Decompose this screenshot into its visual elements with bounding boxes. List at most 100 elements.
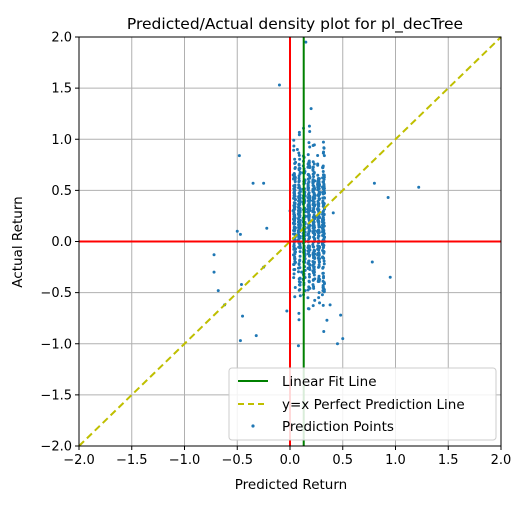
prediction-point bbox=[297, 153, 301, 157]
prediction-point bbox=[265, 226, 269, 230]
prediction-point bbox=[297, 235, 301, 239]
prediction-point bbox=[335, 342, 339, 346]
prediction-point bbox=[312, 254, 316, 258]
prediction-point bbox=[237, 154, 241, 158]
prediction-point bbox=[307, 244, 311, 248]
prediction-point bbox=[318, 197, 322, 201]
prediction-point bbox=[316, 247, 320, 251]
prediction-point bbox=[325, 318, 329, 322]
prediction-point bbox=[322, 191, 326, 195]
prediction-point bbox=[313, 193, 317, 197]
prediction-point bbox=[293, 183, 297, 187]
prediction-point bbox=[321, 286, 325, 290]
prediction-point bbox=[308, 286, 312, 290]
prediction-point bbox=[307, 203, 311, 207]
prediction-point bbox=[309, 107, 313, 111]
legend-perfect-line-label: y=x Perfect Prediction Line bbox=[282, 397, 465, 413]
x-tick-label: 0.5 bbox=[332, 453, 353, 468]
prediction-point bbox=[321, 243, 325, 247]
prediction-point bbox=[312, 162, 316, 166]
prediction-point bbox=[320, 293, 324, 297]
prediction-point bbox=[293, 268, 297, 272]
legend-box bbox=[228, 367, 497, 441]
prediction-point bbox=[312, 184, 316, 188]
prediction-point bbox=[241, 314, 245, 318]
prediction-point bbox=[321, 303, 325, 307]
prediction-point bbox=[297, 162, 301, 166]
prediction-point bbox=[321, 176, 325, 180]
prediction-point bbox=[318, 216, 322, 220]
x-tick-label: −0.5 bbox=[221, 453, 253, 468]
prediction-point bbox=[341, 337, 345, 341]
prediction-point bbox=[297, 176, 301, 180]
legend-points-label: Prediction Points bbox=[282, 419, 394, 435]
prediction-point bbox=[315, 229, 319, 233]
prediction-point bbox=[254, 334, 258, 338]
prediction-point bbox=[317, 296, 321, 300]
prediction-point bbox=[313, 229, 317, 233]
prediction-point bbox=[294, 260, 298, 264]
prediction-point bbox=[297, 229, 301, 233]
chart-title: Predicted/Actual density plot for pl_dec… bbox=[127, 15, 463, 34]
prediction-point bbox=[370, 260, 374, 264]
prediction-point bbox=[321, 212, 325, 216]
prediction-point bbox=[297, 280, 301, 284]
prediction-point bbox=[312, 273, 316, 277]
prediction-point bbox=[293, 188, 297, 192]
prediction-point bbox=[307, 259, 311, 263]
prediction-point bbox=[322, 329, 326, 333]
prediction-point bbox=[296, 266, 300, 270]
prediction-point bbox=[307, 307, 311, 311]
prediction-point bbox=[306, 213, 310, 217]
prediction-point bbox=[312, 235, 316, 239]
prediction-point bbox=[239, 282, 243, 286]
prediction-point bbox=[293, 286, 297, 290]
prediction-point bbox=[321, 165, 325, 169]
prediction-point bbox=[297, 180, 301, 184]
prediction-point bbox=[238, 232, 242, 236]
prediction-point bbox=[277, 83, 281, 87]
prediction-point bbox=[306, 261, 310, 265]
prediction-point bbox=[307, 180, 311, 184]
prediction-point bbox=[298, 203, 302, 207]
prediction-point bbox=[297, 133, 301, 137]
prediction-point bbox=[298, 224, 302, 228]
prediction-point bbox=[292, 206, 296, 210]
prediction-point bbox=[292, 138, 296, 142]
x-tick-label: 2.0 bbox=[491, 453, 512, 468]
prediction-point bbox=[293, 180, 297, 184]
prediction-point bbox=[307, 272, 311, 276]
prediction-point bbox=[306, 172, 310, 176]
prediction-point bbox=[306, 187, 310, 191]
prediction-point bbox=[308, 129, 312, 133]
perfect-prediction-line bbox=[78, 36, 502, 447]
prediction-point bbox=[321, 249, 325, 253]
prediction-point bbox=[322, 290, 326, 294]
prediction-point bbox=[323, 235, 327, 239]
prediction-point bbox=[312, 285, 316, 289]
prediction-point bbox=[292, 272, 296, 276]
prediction-point bbox=[297, 318, 301, 322]
prediction-point bbox=[331, 211, 335, 215]
prediction-point bbox=[292, 144, 296, 148]
prediction-point bbox=[307, 279, 311, 283]
y-tick-label: 2.0 bbox=[51, 31, 72, 46]
prediction-point bbox=[292, 210, 296, 214]
prediction-point bbox=[311, 231, 315, 235]
legend-points-swatch bbox=[251, 424, 255, 428]
prediction-point bbox=[316, 280, 320, 284]
prediction-point bbox=[292, 148, 296, 152]
prediction-point bbox=[321, 265, 325, 269]
prediction-point bbox=[317, 234, 321, 238]
prediction-point bbox=[292, 263, 296, 267]
prediction-point bbox=[311, 269, 315, 273]
x-axis-label: Predicted Return bbox=[235, 477, 347, 493]
prediction-point bbox=[322, 262, 326, 266]
prediction-point bbox=[322, 203, 326, 207]
prediction-point bbox=[293, 295, 297, 299]
prediction-point bbox=[322, 224, 326, 228]
prediction-point bbox=[339, 313, 343, 317]
prediction-point bbox=[311, 197, 315, 201]
prediction-point bbox=[292, 204, 296, 208]
